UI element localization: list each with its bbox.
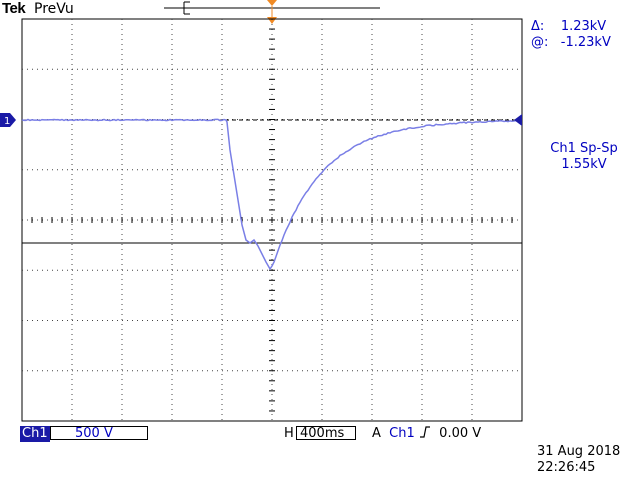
ch1-marker-label: 1	[4, 116, 10, 127]
date-readout: 31 Aug 2018	[537, 444, 620, 460]
time-readout: 22:26:45	[537, 460, 595, 476]
measurement-name: Ch1 Sp-Sp	[529, 141, 639, 156]
ch1-ground-marker: 1	[0, 113, 18, 129]
trigger-level-marker	[512, 114, 522, 126]
cursor-delta-readout: Δ: 1.23kV	[531, 19, 606, 34]
ch1-waveform	[22, 119, 516, 269]
measurement-value: 1.55kV	[529, 157, 639, 172]
cursor-position-readout: @: -1.23kV	[531, 35, 611, 50]
trigger-readout[interactable]: A Ch1 0.00 V	[372, 426, 481, 442]
ch1-scale-box[interactable]: 500 V	[50, 426, 148, 440]
rising-edge-icon	[419, 426, 431, 438]
ch1-badge[interactable]: Ch1	[20, 426, 50, 442]
ch1-scale-value: 500 V	[75, 426, 113, 441]
trigger-mode: A	[372, 426, 381, 441]
status-bar: Ch1 500 V H 400ms A Ch1 0.00 V 31 Aug 20…	[0, 424, 640, 480]
timebase-value: 400ms	[300, 426, 344, 441]
horizontal-label: H	[284, 426, 294, 442]
trigger-source: Ch1	[389, 426, 415, 441]
timebase-box[interactable]: 400ms	[296, 426, 356, 440]
trigger-level: 0.00 V	[439, 426, 481, 441]
